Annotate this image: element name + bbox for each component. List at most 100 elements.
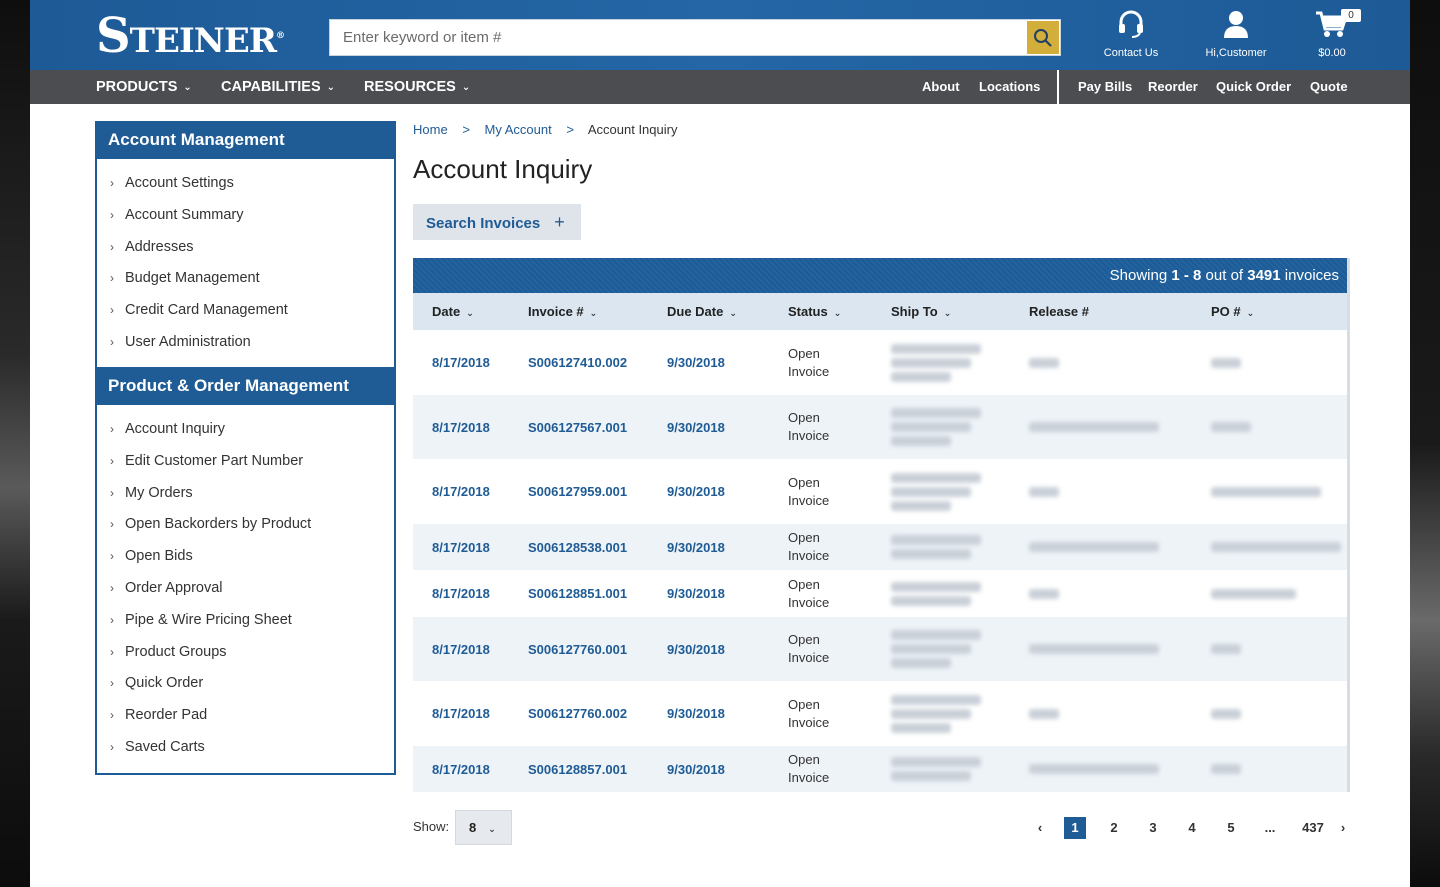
account-link[interactable]: Hi,Customer	[1195, 10, 1277, 59]
invoice-number-link[interactable]: S006127567.001	[528, 419, 628, 435]
contact-us-link[interactable]: Contact Us	[1100, 10, 1162, 59]
column-header-status[interactable]: Status ⌄	[788, 304, 842, 319]
nav-pay-bills[interactable]: Pay Bills	[1078, 79, 1133, 94]
sidebar-item-order-approval[interactable]: › Order Approval	[97, 576, 394, 608]
sidebar-item-saved-carts[interactable]: › Saved Carts	[97, 735, 394, 767]
page-4-button[interactable]: 4	[1188, 820, 1196, 835]
invoice-number-link[interactable]: S006128857.001	[528, 761, 628, 777]
invoice-number-link[interactable]: S006127410.002	[528, 355, 628, 370]
column-header-date[interactable]: Date ⌄	[432, 304, 474, 319]
due-date-link[interactable]: 9/30/2018	[667, 355, 725, 370]
ship-to-redacted	[872, 524, 1010, 570]
steiner-logo[interactable]: Steiner®	[96, 8, 285, 64]
invoice-number-link[interactable]: S006128538.001	[528, 539, 628, 555]
sidebar-item-account-summary[interactable]: › Account Summary	[97, 203, 394, 235]
sidebar-item-label: Edit Customer Part Number	[125, 452, 304, 469]
nav-capabilities[interactable]: CAPABILITIES ⌄	[221, 70, 335, 104]
invoice-date-link[interactable]: 8/17/2018	[432, 355, 490, 370]
invoice-number-link[interactable]: S006127760.001	[528, 641, 628, 657]
chevron-down-icon: ⌄	[183, 82, 192, 93]
sidebar-item-open-backorders-by-product[interactable]: › Open Backorders by Product	[97, 512, 394, 544]
invoice-date-link[interactable]: 8/17/2018	[432, 484, 490, 499]
page-437-button[interactable]: 437	[1302, 820, 1324, 835]
release-redacted	[1010, 330, 1192, 395]
column-header-po[interactable]: PO # ⌄	[1211, 304, 1255, 319]
due-date-link[interactable]: 9/30/2018	[667, 419, 725, 435]
cart-link[interactable]: 0 $0.00	[1313, 9, 1361, 59]
search-input[interactable]	[330, 20, 1020, 55]
search-button[interactable]	[1027, 21, 1059, 54]
nav-reorder[interactable]: Reorder	[1148, 79, 1198, 94]
page-1-button[interactable]: 1	[1064, 817, 1086, 839]
invoice-date-link[interactable]: 8/17/2018	[432, 761, 490, 777]
page-5-button[interactable]: 5	[1227, 820, 1235, 835]
sidebar-item-quick-order[interactable]: › Quick Order	[97, 671, 394, 703]
sidebar-item-open-bids[interactable]: › Open Bids	[97, 544, 394, 576]
release-redacted	[1010, 524, 1192, 570]
invoice-date-link[interactable]: 8/17/2018	[432, 419, 490, 435]
invoice-number-link[interactable]: S006128851.001	[528, 586, 628, 601]
breadcrumb-home[interactable]: Home	[413, 122, 448, 137]
invoice-date-link[interactable]: 8/17/2018	[432, 539, 490, 555]
sidebar-item-account-inquiry[interactable]: › Account Inquiry	[97, 417, 394, 449]
po-redacted	[1192, 746, 1347, 792]
chevron-right-icon: ›	[110, 739, 114, 754]
sidebar-item-edit-customer-part-number[interactable]: › Edit Customer Part Number	[97, 449, 394, 481]
sidebar-item-user-administration[interactable]: › User Administration	[97, 330, 394, 362]
invoice-date-link[interactable]: 8/17/2018	[432, 641, 490, 657]
nav-locations[interactable]: Locations	[979, 79, 1041, 94]
sidebar-item-credit-card-management[interactable]: › Credit Card Management	[97, 298, 394, 330]
due-date-link[interactable]: 9/30/2018	[667, 706, 725, 721]
invoice-date-link[interactable]: 8/17/2018	[432, 586, 490, 601]
due-date-link[interactable]: 9/30/2018	[667, 641, 725, 657]
chevron-right-icon: ›	[110, 644, 114, 659]
sidebar-item-label: My Orders	[125, 484, 193, 501]
column-header-invoice[interactable]: Invoice # ⌄	[528, 304, 598, 319]
page-2-button[interactable]: 2	[1110, 820, 1118, 835]
chevron-left-icon[interactable]: ‹	[1037, 820, 1043, 835]
invoice-number-link[interactable]: S006127959.001	[528, 484, 628, 499]
nav-products[interactable]: PRODUCTS ⌄	[96, 70, 192, 104]
sidebar-item-pipe-wire-pricing-sheet[interactable]: › Pipe & Wire Pricing Sheet	[97, 608, 394, 640]
due-date-link[interactable]: 9/30/2018	[667, 761, 725, 777]
search-invoices-button[interactable]: Search Invoices +	[413, 204, 581, 240]
chevron-right-icon: ›	[110, 422, 114, 436]
due-date-link[interactable]: 9/30/2018	[667, 484, 725, 499]
invoice-status: Open Invoice	[788, 696, 830, 730]
invoice-number-link[interactable]: S006127760.002	[528, 706, 628, 721]
table-row: 8/17/2018 S006127410.002 9/30/2018 Open Invo…	[413, 330, 1347, 395]
breadcrumb-separator: >	[462, 122, 470, 137]
sidebar-item-label: Quick Order	[125, 675, 204, 692]
chevron-down-icon: ⌄	[943, 308, 952, 318]
ship-to-redacted	[872, 570, 1010, 617]
nav-quick-order[interactable]: Quick Order	[1216, 79, 1292, 94]
nav-about[interactable]: About	[922, 79, 960, 94]
sidebar-item-reorder-pad[interactable]: › Reorder Pad	[97, 703, 394, 735]
invoice-date-link[interactable]: 8/17/2018	[432, 706, 490, 721]
due-date-link[interactable]: 9/30/2018	[667, 586, 725, 601]
column-header-due-date[interactable]: Due Date ⌄	[667, 304, 737, 319]
breadcrumb-my-account[interactable]: My Account	[484, 122, 552, 137]
chevron-right-icon: ›	[110, 708, 114, 723]
sidebar-item-account-settings[interactable]: › Account Settings	[97, 171, 394, 203]
chevron-right-icon: ›	[110, 612, 114, 627]
sidebar-item-product-groups[interactable]: › Product Groups	[97, 640, 394, 672]
invoice-status: Open Invoice	[788, 410, 830, 443]
release-redacted	[1010, 681, 1192, 746]
show-label: Show:	[413, 819, 450, 834]
main-nav: PRODUCTS ⌄ CAPABILITIES ⌄ RESOURCES ⌄ About…	[30, 70, 1410, 104]
due-date-link[interactable]: 9/30/2018	[667, 539, 725, 555]
page-3-button[interactable]: 3	[1149, 820, 1157, 835]
sidebar-item-label: Credit Card Management	[125, 302, 288, 319]
nav-resources[interactable]: RESOURCES ⌄	[364, 70, 470, 104]
column-header-ship-to[interactable]: Ship To ⌄	[891, 304, 952, 319]
chevron-right-icon: ›	[110, 334, 114, 349]
nav-quote[interactable]: Quote	[1310, 79, 1348, 94]
show-per-page-select[interactable]: 8 ⌄	[455, 810, 512, 845]
sidebar-item-my-orders[interactable]: › My Orders	[97, 481, 394, 513]
sidebar-item-addresses[interactable]: › Addresses	[97, 235, 394, 267]
chevron-right-icon[interactable]: ›	[1340, 820, 1346, 835]
breadcrumb: Home > My Account > Account Inquiry	[413, 122, 677, 137]
sidebar-item-budget-management[interactable]: › Budget Management	[97, 266, 394, 298]
top-header: Steiner® Contact Us	[30, 0, 1410, 70]
